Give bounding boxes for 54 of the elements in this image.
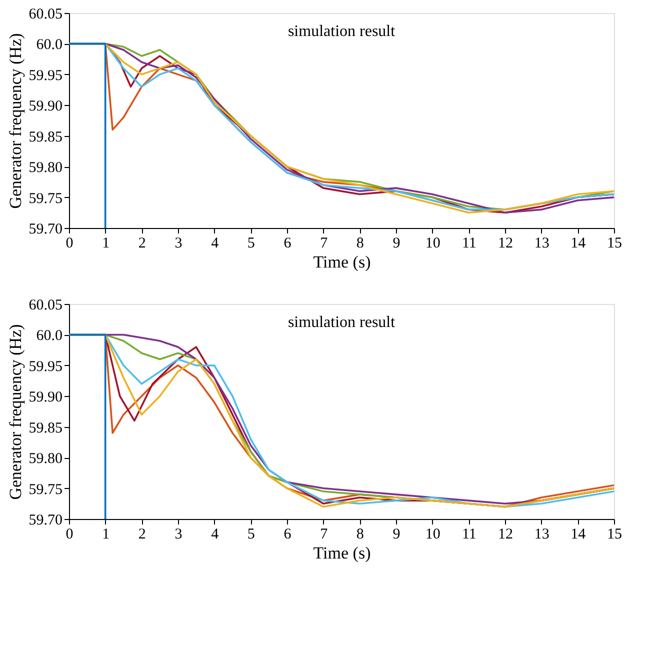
- x-tick-label: 1: [102, 526, 110, 542]
- x-tick-label: 9: [392, 526, 400, 542]
- x-tick-label: 2: [138, 236, 146, 252]
- x-tick-label: 14: [570, 236, 586, 252]
- y-tick-label: 59.80: [28, 451, 62, 468]
- y-tick-label: 59.85: [28, 129, 62, 146]
- x-tick-label: 15: [607, 236, 622, 252]
- x-tick-label: 7: [320, 236, 328, 252]
- x-tick-label: 1: [102, 236, 110, 252]
- x-tick-label: 13: [534, 526, 550, 542]
- y-tick-label: 59.90: [28, 98, 62, 115]
- x-tick-label: 4: [211, 526, 220, 542]
- x-tick-label: 4: [211, 236, 220, 252]
- x-axis-title: Time (s): [313, 252, 371, 272]
- y-axis-title: Generator frequency (Hz): [6, 33, 25, 209]
- x-tick-label: 9: [392, 236, 400, 252]
- y-tick-label: 59.90: [28, 390, 62, 406]
- y-tick-label: 59.75: [28, 482, 62, 498]
- y-tick-label: 59.95: [28, 358, 62, 375]
- x-tick-label: 12: [498, 526, 513, 542]
- x-tick-label: 3: [174, 236, 182, 252]
- y-tick-label: 60.05: [28, 6, 62, 22]
- x-tick-label: 14: [570, 526, 586, 542]
- y-tick-label: 60.05: [28, 298, 62, 314]
- y-tick-label: 59.70: [28, 222, 62, 238]
- y-tick-label: 59.70: [28, 512, 62, 528]
- y-tick-label: 59.85: [28, 420, 62, 436]
- x-tick-label: 7: [320, 526, 328, 542]
- x-tick-label: 5: [247, 526, 255, 542]
- x-tick-label: 10: [425, 236, 440, 252]
- y-tick-label: 59.95: [28, 68, 62, 84]
- x-tick-label: 12: [498, 236, 513, 252]
- x-tick-label: 6: [284, 236, 292, 252]
- y-tick-label: 59.75: [28, 190, 62, 207]
- x-tick-label: 3: [174, 526, 182, 542]
- y-axis-title: Generator frequency (Hz): [6, 324, 25, 500]
- y-tick-label: 59.80: [28, 160, 62, 176]
- x-tick-label: 5: [247, 236, 255, 252]
- x-tick-label: 8: [356, 236, 364, 252]
- x-tick-label: 10: [425, 526, 440, 542]
- x-tick-label: 6: [284, 526, 292, 542]
- x-tick-label: 11: [462, 236, 476, 252]
- x-tick-label: 2: [138, 526, 146, 542]
- y-tick-label: 60.0: [36, 328, 62, 344]
- text: simulation result: [288, 314, 396, 331]
- x-tick-label: 15: [607, 526, 622, 542]
- x-tick-label: 11: [462, 526, 476, 542]
- x-tick-label: 0: [66, 236, 74, 252]
- x-tick-label: 0: [66, 526, 74, 542]
- x-axis-title: Time (s): [313, 544, 371, 562]
- x-tick-label: 8: [356, 526, 364, 542]
- text: simulation result: [288, 23, 396, 40]
- y-tick-label: 60.0: [36, 37, 62, 54]
- x-tick-label: 13: [534, 236, 550, 252]
